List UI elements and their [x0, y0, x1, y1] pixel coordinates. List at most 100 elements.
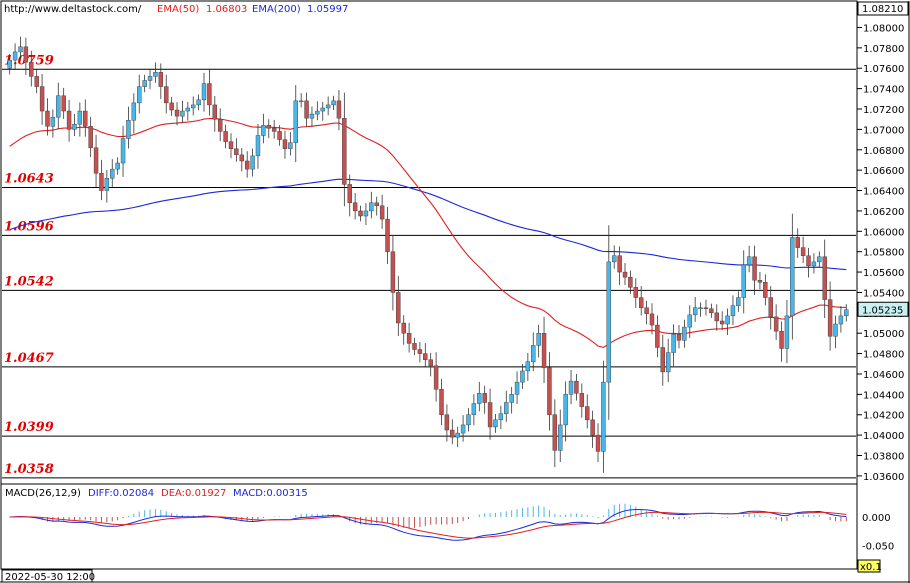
candle-body	[552, 414, 558, 451]
candle-body	[50, 116, 56, 127]
level-label: 1.0399	[4, 420, 54, 435]
candle-body	[541, 333, 547, 369]
candle-body	[239, 154, 244, 162]
price-axis: 1.08000 1.07800 1.07600 1.07400 1.07200 1.070…	[857, 23, 904, 483]
candle-body	[665, 352, 671, 373]
candle-body	[498, 413, 504, 421]
candle-body	[29, 61, 34, 77]
candle-body	[768, 297, 773, 318]
candle-body	[536, 333, 541, 346]
candle-body	[99, 173, 104, 191]
level-label: 1.0467	[4, 351, 54, 366]
candle-body	[784, 315, 790, 349]
candle-body	[72, 124, 77, 130]
candle-body	[417, 349, 423, 354]
candle-body	[455, 432, 460, 438]
candle-body	[487, 402, 493, 428]
macd-tick-label: -0.050	[862, 541, 894, 552]
macd-value: MACD:0.00315	[233, 488, 308, 499]
candle-body	[374, 202, 379, 207]
candle-body	[120, 138, 126, 164]
candle-body	[671, 334, 676, 353]
candle-body	[514, 381, 520, 395]
candle-body	[390, 251, 396, 293]
candle-body	[638, 297, 644, 308]
candle-body	[250, 155, 255, 170]
candle-body	[191, 104, 196, 109]
candle-body	[261, 125, 266, 136]
level-label: 1.0358	[4, 462, 54, 477]
ema50-value: 1.06803	[206, 4, 247, 15]
level-label: 1.0643	[4, 171, 54, 186]
y-tick-label: 1.06800	[863, 146, 904, 157]
y-tick-label: 1.05400	[863, 288, 904, 299]
candle-body	[563, 394, 568, 426]
candle-body	[439, 389, 444, 415]
candle-body	[730, 305, 736, 317]
candle-body	[217, 118, 223, 132]
candle-body	[558, 424, 563, 451]
y-tick-label: 1.07200	[863, 105, 904, 116]
candle-body	[525, 361, 531, 372]
candle-body	[585, 406, 590, 421]
macd-dea-line	[9, 511, 847, 539]
ema50-line	[9, 117, 847, 348]
candle-body	[169, 102, 174, 111]
ema200-line	[9, 178, 847, 271]
candle-body	[725, 315, 730, 325]
candle-body	[223, 131, 228, 142]
candle-body	[137, 86, 142, 104]
candle-body	[601, 381, 606, 452]
candle-body	[207, 83, 212, 106]
candle-body	[66, 110, 72, 130]
y-tick-label: 1.03600	[863, 472, 904, 483]
candle-body	[687, 314, 692, 328]
candle-body	[806, 255, 811, 267]
candle-body	[153, 72, 158, 77]
candle-body	[158, 72, 164, 87]
y-tick-label: 1.04200	[863, 411, 904, 422]
candle-body	[88, 126, 93, 148]
candle-body	[466, 414, 471, 426]
candle-body	[773, 316, 779, 332]
macd-title: MACD(26,12,9)	[5, 488, 81, 499]
candle-body	[444, 414, 450, 431]
candle-body	[698, 307, 703, 309]
y-tick-label: 1.07600	[863, 64, 904, 75]
y-tick-label: 1.06000	[863, 227, 904, 238]
zoom-level[interactable]: x0.1	[860, 562, 882, 573]
macd-panel: 0.000 -0.050	[9, 503, 894, 552]
ema50-path	[9, 117, 847, 348]
candle-body	[833, 323, 838, 337]
candle-body	[703, 307, 709, 309]
y-tick-label: 1.05600	[863, 268, 904, 279]
candle-body	[477, 393, 482, 404]
candle-body	[83, 110, 88, 127]
candle-body	[234, 148, 239, 156]
candle-body	[342, 117, 347, 185]
candle-body	[676, 334, 682, 341]
candlesticks	[7, 36, 849, 473]
level-label: 1.0542	[4, 274, 54, 289]
candle-body	[412, 343, 417, 350]
candle-body	[531, 345, 536, 362]
candle-body	[23, 46, 29, 63]
candle-body	[649, 313, 655, 326]
candle-body	[547, 367, 552, 415]
candle-body	[110, 168, 115, 179]
candle-body	[331, 100, 336, 106]
candle-body	[325, 104, 331, 109]
candle-body	[817, 256, 822, 263]
candle-body	[77, 110, 83, 125]
candle-body	[838, 315, 844, 325]
candle-body	[433, 365, 439, 390]
source-url[interactable]: http://www.deltastock.com/	[4, 4, 142, 15]
candle-body	[12, 51, 18, 61]
candle-body	[633, 287, 639, 298]
candle-body	[655, 324, 660, 348]
candle-body	[271, 128, 277, 132]
candle-body	[460, 424, 466, 434]
y-tick-label: 1.03800	[863, 452, 904, 463]
candle-body	[196, 99, 201, 106]
